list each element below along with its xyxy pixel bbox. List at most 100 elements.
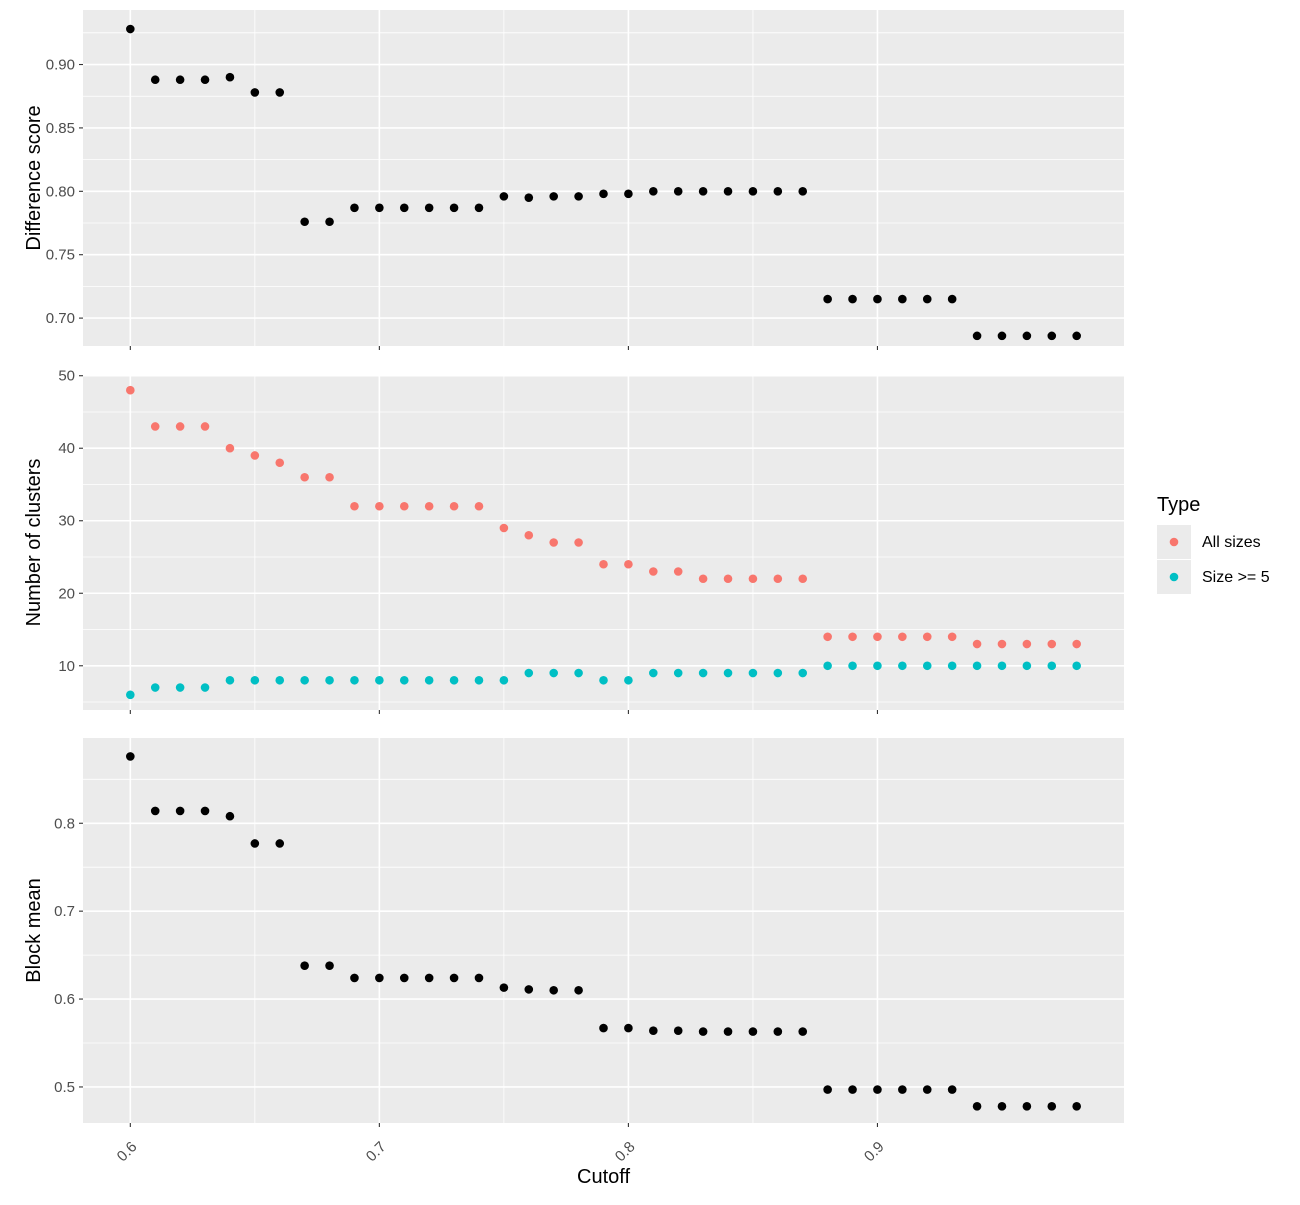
data-point <box>798 187 808 196</box>
y-tick-label: 0.90 <box>46 57 75 74</box>
data-point <box>947 294 957 304</box>
data-point <box>1047 331 1057 341</box>
data-point <box>499 192 509 201</box>
data-point <box>474 203 484 213</box>
data-point <box>549 538 558 547</box>
data-point <box>300 961 309 970</box>
data-point <box>898 294 907 304</box>
data-point <box>499 983 509 992</box>
data-point <box>126 24 135 34</box>
data-point <box>424 203 434 213</box>
data-point <box>325 217 334 227</box>
data-point <box>375 675 384 685</box>
panel-background <box>83 10 1124 346</box>
y-tick-label: 0.7 <box>54 903 75 920</box>
data-point <box>1047 1101 1057 1111</box>
x-tick-label: 0.9 <box>861 1138 888 1165</box>
panel-difference: 0.70 0.75 0.80 0.85 0.90 Difference score <box>23 10 1124 350</box>
y-axis-title: Block mean <box>23 878 45 983</box>
legend-title: Type <box>1157 494 1200 516</box>
legend: Type All sizes Size >= 5 <box>1157 494 1270 594</box>
data-point <box>150 422 160 431</box>
data-point <box>898 661 907 671</box>
data-point <box>1022 331 1032 341</box>
data-point <box>748 187 758 196</box>
data-point <box>574 538 583 547</box>
data-point <box>848 294 857 304</box>
data-point <box>723 1027 733 1036</box>
data-point <box>250 451 260 460</box>
data-point <box>375 501 384 511</box>
data-point <box>350 675 359 685</box>
data-point <box>424 675 434 685</box>
data-point <box>200 422 210 431</box>
data-point <box>126 690 135 700</box>
data-point <box>350 973 359 983</box>
data-point <box>574 668 583 678</box>
data-point <box>150 683 160 692</box>
data-point <box>325 675 334 685</box>
data-point <box>449 501 459 511</box>
data-point <box>773 187 783 196</box>
data-point <box>474 501 484 511</box>
data-point <box>275 88 285 97</box>
data-point <box>375 203 384 213</box>
data-point <box>922 661 932 671</box>
data-point <box>1047 639 1057 649</box>
data-point <box>898 632 907 642</box>
data-point <box>300 472 309 482</box>
data-point <box>649 187 658 196</box>
data-point <box>698 668 708 678</box>
data-point <box>325 472 334 482</box>
y-tick-label: 0.80 <box>46 183 75 200</box>
data-point <box>599 1023 608 1033</box>
data-point <box>972 1101 982 1111</box>
data-point <box>997 331 1007 341</box>
data-point <box>997 661 1007 671</box>
data-point <box>823 1085 832 1094</box>
data-point <box>723 668 733 678</box>
data-point <box>624 1023 633 1033</box>
series-difference <box>126 24 1081 341</box>
y-axis-title: Difference score <box>23 105 45 250</box>
y-tick-label: 0.70 <box>46 310 75 327</box>
data-point <box>748 668 758 678</box>
data-point <box>225 443 235 453</box>
data-point <box>922 632 932 642</box>
data-point <box>200 75 210 85</box>
data-point <box>175 683 185 692</box>
data-point <box>823 632 832 642</box>
data-point <box>524 668 534 678</box>
data-point <box>225 811 235 821</box>
data-point <box>773 574 783 584</box>
data-point <box>250 839 260 848</box>
data-point <box>399 973 409 983</box>
data-point <box>474 973 484 983</box>
y-tick-label: 0.5 <box>54 1079 75 1096</box>
data-point <box>549 985 558 995</box>
data-point <box>649 1026 658 1036</box>
legend-key <box>1169 572 1179 582</box>
data-point <box>649 567 658 576</box>
data-point <box>947 661 957 671</box>
panel-background <box>83 738 1124 1123</box>
data-point <box>599 559 608 569</box>
data-point <box>350 203 359 213</box>
data-point <box>225 72 235 82</box>
data-point <box>599 675 608 685</box>
data-point <box>823 661 832 671</box>
legend-key <box>1169 537 1179 547</box>
data-point <box>399 501 409 511</box>
y-tick-label: 40 <box>58 440 75 457</box>
data-point <box>499 675 509 685</box>
data-point <box>1072 331 1081 341</box>
data-point <box>698 1027 708 1036</box>
data-point <box>898 1085 907 1094</box>
data-point <box>972 661 982 671</box>
data-point <box>922 1085 932 1094</box>
data-point <box>175 806 185 816</box>
data-point <box>549 192 558 201</box>
panel-clusters: 10 20 30 40 50 Number of clusters <box>23 368 1124 714</box>
series-size-5 <box>126 661 1081 700</box>
